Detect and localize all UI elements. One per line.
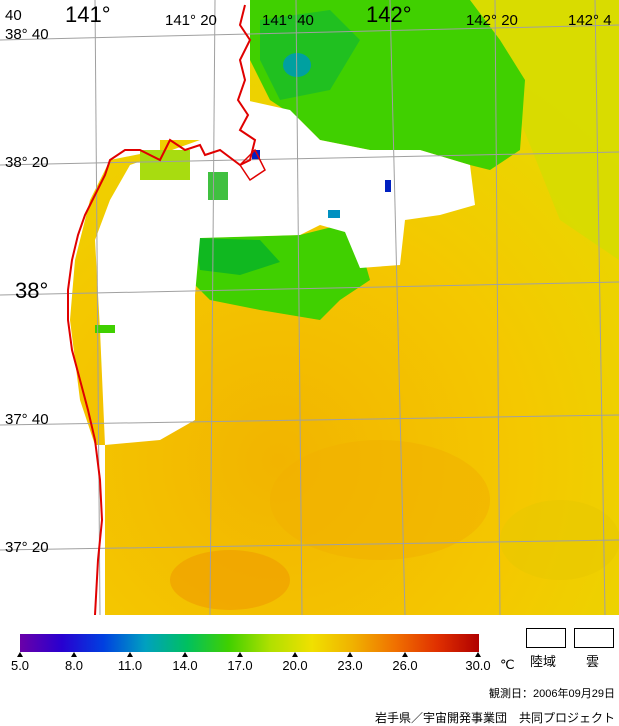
temperature-unit: ℃ — [500, 657, 515, 672]
land-legend-swatch — [526, 628, 566, 648]
colorbar-tick-label: 14.0 — [172, 658, 198, 673]
coastline — [239, 148, 266, 182]
meridian-line — [389, 0, 406, 615]
cool-core — [195, 238, 280, 275]
colorbar-tick — [182, 652, 188, 657]
warm-spot — [500, 500, 619, 580]
meridian-line — [295, 0, 303, 615]
parallel-line — [0, 539, 619, 551]
colorbar-tick-label: 26.0 — [392, 658, 418, 673]
lon-label: 141° — [65, 2, 111, 27]
colorbar-tick-label: 20.0 — [282, 658, 308, 673]
lat-label: 37° 20 — [5, 539, 49, 556]
parallel-line — [0, 24, 619, 41]
colorbar-tick — [71, 652, 77, 657]
lat-label: 38° 20 — [5, 154, 49, 171]
meridian-line — [594, 0, 606, 615]
parallel-line — [0, 414, 619, 426]
lon-label: 142° — [366, 2, 412, 27]
lon-label: 141° 20 — [165, 12, 217, 29]
corner-label: 40 — [5, 7, 22, 24]
colorbar-tick — [402, 652, 408, 657]
warm-spot — [170, 550, 290, 610]
colorbar-tick — [292, 652, 298, 657]
lon-label: 142° 20 — [466, 12, 518, 29]
lon-label: 142° 4 — [568, 12, 612, 29]
temperature-colorbar — [20, 634, 479, 652]
colorbar-tick — [347, 652, 353, 657]
cold-spot — [385, 180, 391, 192]
graticule — [0, 0, 619, 615]
warm-spot — [270, 440, 490, 560]
colorbar-tick — [17, 652, 23, 657]
land-legend-label: 陸域 — [530, 654, 557, 669]
lat-label: 37° 40 — [5, 411, 49, 428]
colorbar-tick-label: 11.0 — [117, 658, 143, 673]
colorbar-tick — [127, 652, 133, 657]
observation-date: 観測日：2006年09月29日 — [489, 688, 615, 700]
colorbar-tick-label: 17.0 — [227, 658, 253, 673]
cloud-legend-swatch — [574, 628, 614, 648]
lat-label: 38° — [15, 278, 49, 303]
sea-surface-temperature-map — [0, 0, 619, 615]
colorbar-tick-label: 8.0 — [64, 658, 84, 673]
parallel-line — [0, 151, 619, 166]
colorbar-tick — [475, 652, 481, 657]
lon-label: 141° 40 — [262, 12, 314, 29]
cold-spot — [328, 210, 340, 218]
cloud-cover — [95, 100, 475, 445]
credit-line: 岩手県／宇宙開発事業団 共同プロジェクト — [374, 711, 615, 725]
lat-label: 38° 40 — [5, 26, 49, 43]
cloud-legend-label: 雲 — [586, 654, 600, 669]
cool-patch — [95, 325, 115, 333]
colorbar-tick-label: 23.0 — [337, 658, 363, 673]
colorbar-tick-label: 30.0 — [465, 658, 491, 673]
colorbar-tick — [237, 652, 243, 657]
cool-patch — [208, 172, 228, 200]
cold-spot — [252, 150, 260, 160]
parallel-line — [0, 281, 619, 296]
cool-core — [260, 10, 360, 100]
meridian-line — [494, 0, 501, 615]
colorbar-tick-label: 5.0 — [10, 658, 30, 673]
meridian-line — [209, 0, 216, 615]
cloud-cover — [160, 0, 250, 140]
coastline — [67, 4, 257, 615]
meridian-line — [94, 0, 101, 615]
